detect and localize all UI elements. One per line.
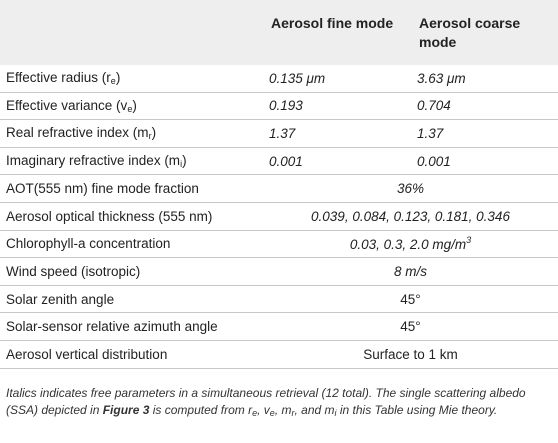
table-header-row: Aerosol fine mode Aerosol coarse mode [0, 0, 558, 65]
header-fine-mode: Aerosol fine mode [271, 15, 394, 31]
coarse-value: 1.37 [417, 125, 444, 141]
table-row: Solar-sensor relative azimuth angle 45° [0, 313, 558, 341]
fine-value: 0.001 [269, 153, 303, 169]
table-row: AOT(555 nm) fine mode fraction 36% [0, 175, 558, 203]
row-label: Effective variance (ve) [6, 97, 137, 114]
parameters-table: Aerosol fine mode Aerosol coarse mode Ef… [0, 0, 558, 369]
table-row: Effective variance (ve) 0.193 0.704 [0, 92, 558, 120]
shared-value: 45° [400, 291, 421, 307]
row-label: Solar zenith angle [6, 291, 115, 307]
row-label: Real refractive index (mr) [6, 125, 157, 142]
table-row: Solar zenith angle 45° [0, 285, 558, 313]
shared-value: 8 m/s [393, 263, 427, 279]
fine-value: 1.37 [269, 125, 296, 141]
fine-value: 0.135 μm [269, 70, 326, 86]
fine-value: 0.193 [269, 98, 303, 114]
table-row: Imaginary refractive index (mi) 0.001 0.… [0, 147, 558, 175]
shared-value: 45° [400, 319, 421, 335]
table-row: Aerosol optical thickness (555 nm) 0.039… [0, 202, 558, 231]
row-label: Solar-sensor relative azimuth angle [6, 319, 218, 335]
table-row: Chlorophyll-a concentration 0.03, 0.3, 2… [0, 230, 558, 258]
coarse-value: 0.704 [417, 98, 451, 114]
shared-value: 0.039, 0.084, 0.123, 0.181, 0.346 [311, 208, 510, 224]
table-row: Real refractive index (mr) 1.37 1.37 [0, 120, 558, 148]
shared-value: 0.03, 0.3, 2.0 mg/m3 [349, 235, 472, 253]
row-label: Aerosol optical thickness (555 nm) [6, 208, 213, 224]
table-row: Aerosol vertical distribution Surface to… [0, 340, 558, 369]
row-label: Imaginary refractive index (mi) [6, 153, 187, 170]
shared-value: 36% [396, 181, 425, 197]
row-label: AOT(555 nm) fine mode fraction [6, 181, 199, 197]
row-label: Effective radius (re) [6, 70, 121, 87]
shared-value: Surface to 1 km [363, 346, 458, 362]
row-label: Aerosol vertical distribution [6, 346, 168, 362]
table-footnote: Italics indicates free parameters in a s… [6, 385, 526, 419]
table-row: Wind speed (isotropic) 8 m/s [0, 258, 558, 286]
row-label: Chlorophyll-a concentration [6, 236, 171, 252]
coarse-value: 0.001 [417, 153, 451, 169]
table-row: Effective radius (re) 0.135 μm 3.63 μm [0, 65, 558, 93]
header-empty [0, 0, 263, 65]
row-label: Wind speed (isotropic) [6, 263, 141, 279]
coarse-value: 3.63 μm [417, 70, 466, 86]
header-coarse-mode: Aerosol coarse mode [419, 15, 521, 50]
